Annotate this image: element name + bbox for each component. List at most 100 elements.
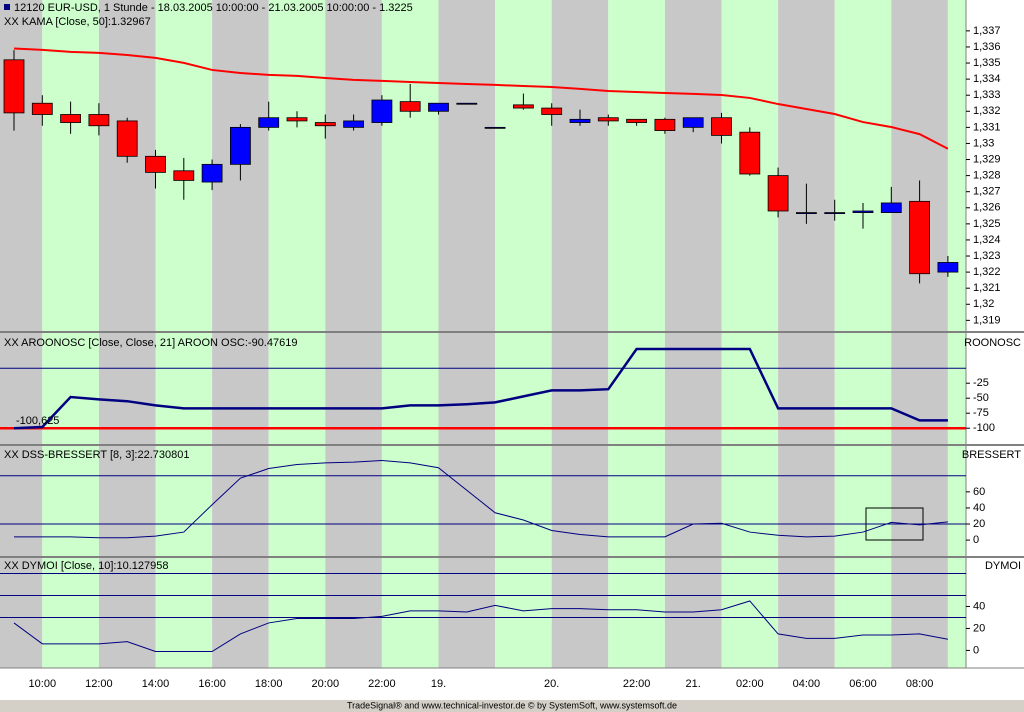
candle-body [484,126,506,129]
candle-body [88,114,110,127]
y-tick-label: 1,336 [973,41,1001,53]
candle-body [343,120,365,128]
candle-body [880,202,902,213]
x-tick-label: 16:00 [198,678,226,690]
candle-body [767,175,789,212]
y-tick-label: 1,332 [973,105,1001,117]
candle-body [314,122,336,127]
y-tick-label: -75 [973,407,989,419]
x-tick-label: 18:00 [255,678,283,690]
candle-body [371,99,393,123]
candle-body [3,59,25,114]
candle-body [456,102,478,105]
candle-body [428,102,449,112]
candle-body [201,163,223,183]
y-tick-label: 40 [973,502,985,514]
indicator-line [13,347,948,430]
candle-body [145,155,166,173]
y-tick-label: 1,32 [973,298,994,310]
x-tick-label: 12:00 [85,678,113,690]
y-tick-label: 1,328 [973,170,1001,182]
x-tick-label: 06:00 [849,678,877,690]
candle-body [654,118,676,131]
band [664,0,722,668]
band [721,0,779,668]
annotation: -100,625 [16,415,59,427]
candle-body [909,200,930,275]
y-tick-label: 1,333 [973,89,1001,101]
y-tick-label: 1,331 [973,121,1001,133]
y-tick-label: -50 [973,392,989,404]
band [834,0,892,668]
y-tick-label: 1,324 [973,234,1001,246]
band [891,0,948,668]
x-tick-label: 02:00 [736,678,764,690]
y-tick-label: 40 [973,600,985,612]
panel-title: XX AROONOSC [Close, Close, 21] AROON OSC… [4,337,297,349]
candle-body [852,210,874,213]
axis-label: ROONOSC [964,337,1021,349]
axis-label: DYMOI [985,560,1021,572]
candle-body [796,212,817,214]
candle-body [513,104,534,109]
y-tick-label: 1,321 [973,282,1001,294]
y-tick-label: 0 [973,644,979,656]
y-tick-label: 20 [973,518,985,530]
indicator-line [14,459,948,539]
candle-body [824,212,846,214]
candle-body [286,117,308,122]
candle-body [173,170,195,181]
candle-body [711,117,732,136]
y-tick-label: 1,319 [973,314,1001,326]
panel-title: XX DYMOI [Close, 10]:10.127958 [4,560,168,572]
band [438,0,496,668]
symbol-icon [4,4,10,10]
band [268,0,326,668]
band [551,0,609,668]
y-tick-label: 60 [973,486,985,498]
x-tick-label: 10:00 [29,678,57,690]
y-tick-label: 0 [973,534,979,546]
candle-body [682,117,704,128]
candle-body [258,117,280,128]
x-tick-label: 04:00 [793,678,821,690]
indicator-line [13,600,948,653]
y-tick-label: 1,329 [973,153,1001,165]
y-tick-label: 1,334 [973,73,1001,85]
candle-body [626,118,647,123]
indicator-line [13,47,949,150]
candle-body [541,107,563,115]
band [212,0,269,668]
x-tick-label: 22:00 [368,678,396,690]
y-tick-label: 1,326 [973,202,1001,214]
y-tick-label: 1,33 [973,137,994,149]
y-tick-label: 1,323 [973,250,1001,262]
x-tick-label: 21. [686,678,701,690]
y-tick-label: -25 [973,377,989,389]
band [778,0,835,668]
y-tick-label: 1,335 [973,57,1001,69]
x-tick-label: 19. [431,678,446,690]
x-tick-label: 14:00 [142,678,170,690]
y-tick-label: -100 [973,422,995,434]
chart-title: 12120 EUR-USD, 1 Stunde - 18.03.2005 10:… [14,2,413,14]
band [608,0,665,668]
band [947,0,966,668]
axis-label: BRESSERT [962,449,1021,461]
x-tick-label: 08:00 [906,678,934,690]
x-tick-label: 20. [544,678,559,690]
y-tick-label: 20 [973,622,985,634]
candle-body [116,120,138,157]
candle-body [597,117,619,122]
footer: TradeSignal® and www.technical-investor.… [347,700,677,710]
candle-body [31,102,53,115]
candle-body [569,118,591,123]
candle-body [739,131,761,175]
x-tick-label: 22:00 [623,678,651,690]
candle-body [937,262,959,273]
candle-body [229,126,251,165]
candle-body [399,101,421,112]
legend-entry: XX KAMA [Close, 50]:1.32967 [4,16,151,28]
